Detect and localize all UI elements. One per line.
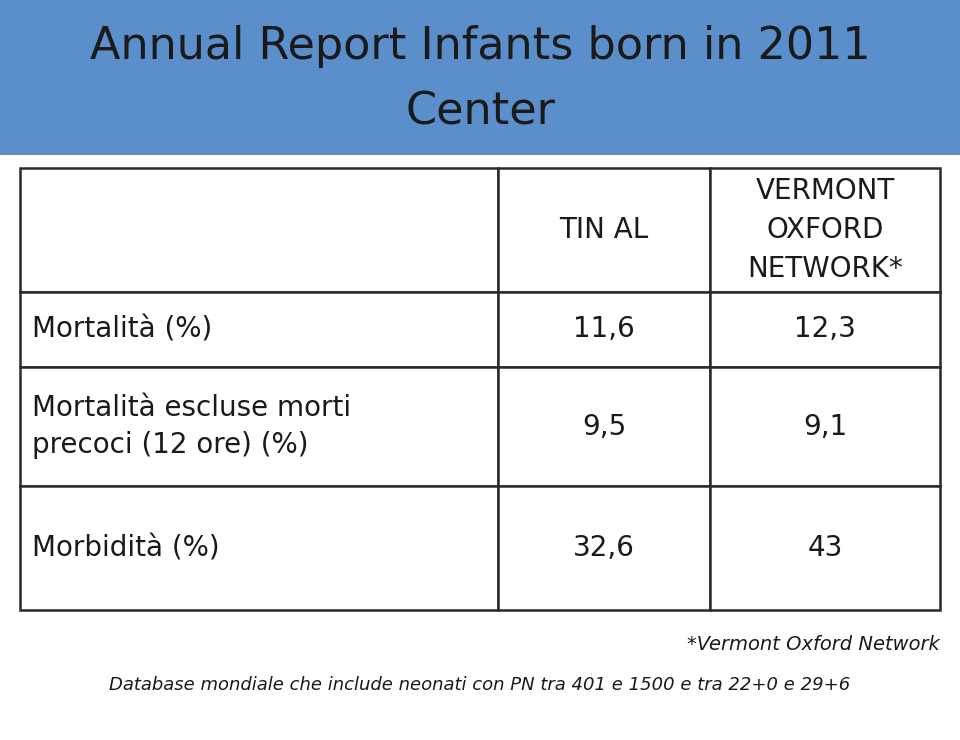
Bar: [20, 168, 498, 292]
Bar: [20, 486, 498, 610]
Bar: [710, 367, 940, 486]
Text: Database mondiale che include neonati con PN tra 401 e 1500 e tra 22+0 e 29+6: Database mondiale che include neonati co…: [109, 676, 851, 694]
Text: Mortalità escluse morti
precoci (12 ore) (%): Mortalità escluse morti precoci (12 ore)…: [32, 394, 351, 459]
Text: 12,3: 12,3: [794, 315, 856, 343]
Text: 32,6: 32,6: [573, 534, 636, 562]
Bar: [498, 168, 710, 292]
Text: Center: Center: [405, 90, 555, 133]
Text: 9,1: 9,1: [803, 413, 847, 440]
Bar: [498, 486, 710, 610]
Bar: [20, 367, 498, 486]
Bar: [20, 292, 498, 367]
Text: 11,6: 11,6: [573, 315, 636, 343]
Text: Mortalità (%): Mortalità (%): [32, 315, 212, 343]
Bar: [498, 292, 710, 367]
Text: 43: 43: [807, 534, 843, 562]
Bar: [710, 486, 940, 610]
Text: 9,5: 9,5: [582, 413, 626, 440]
Bar: [498, 367, 710, 486]
Text: TIN AL: TIN AL: [560, 216, 649, 244]
Bar: [710, 168, 940, 292]
Text: *Vermont Oxford Network: *Vermont Oxford Network: [687, 636, 940, 654]
Text: VERMONT
OXFORD
NETWORK*: VERMONT OXFORD NETWORK*: [747, 177, 902, 283]
Text: Annual Report Infants born in 2011: Annual Report Infants born in 2011: [89, 25, 871, 68]
Text: Morbidità (%): Morbidità (%): [32, 534, 220, 562]
Bar: [710, 292, 940, 367]
Bar: [0, 0, 960, 155]
